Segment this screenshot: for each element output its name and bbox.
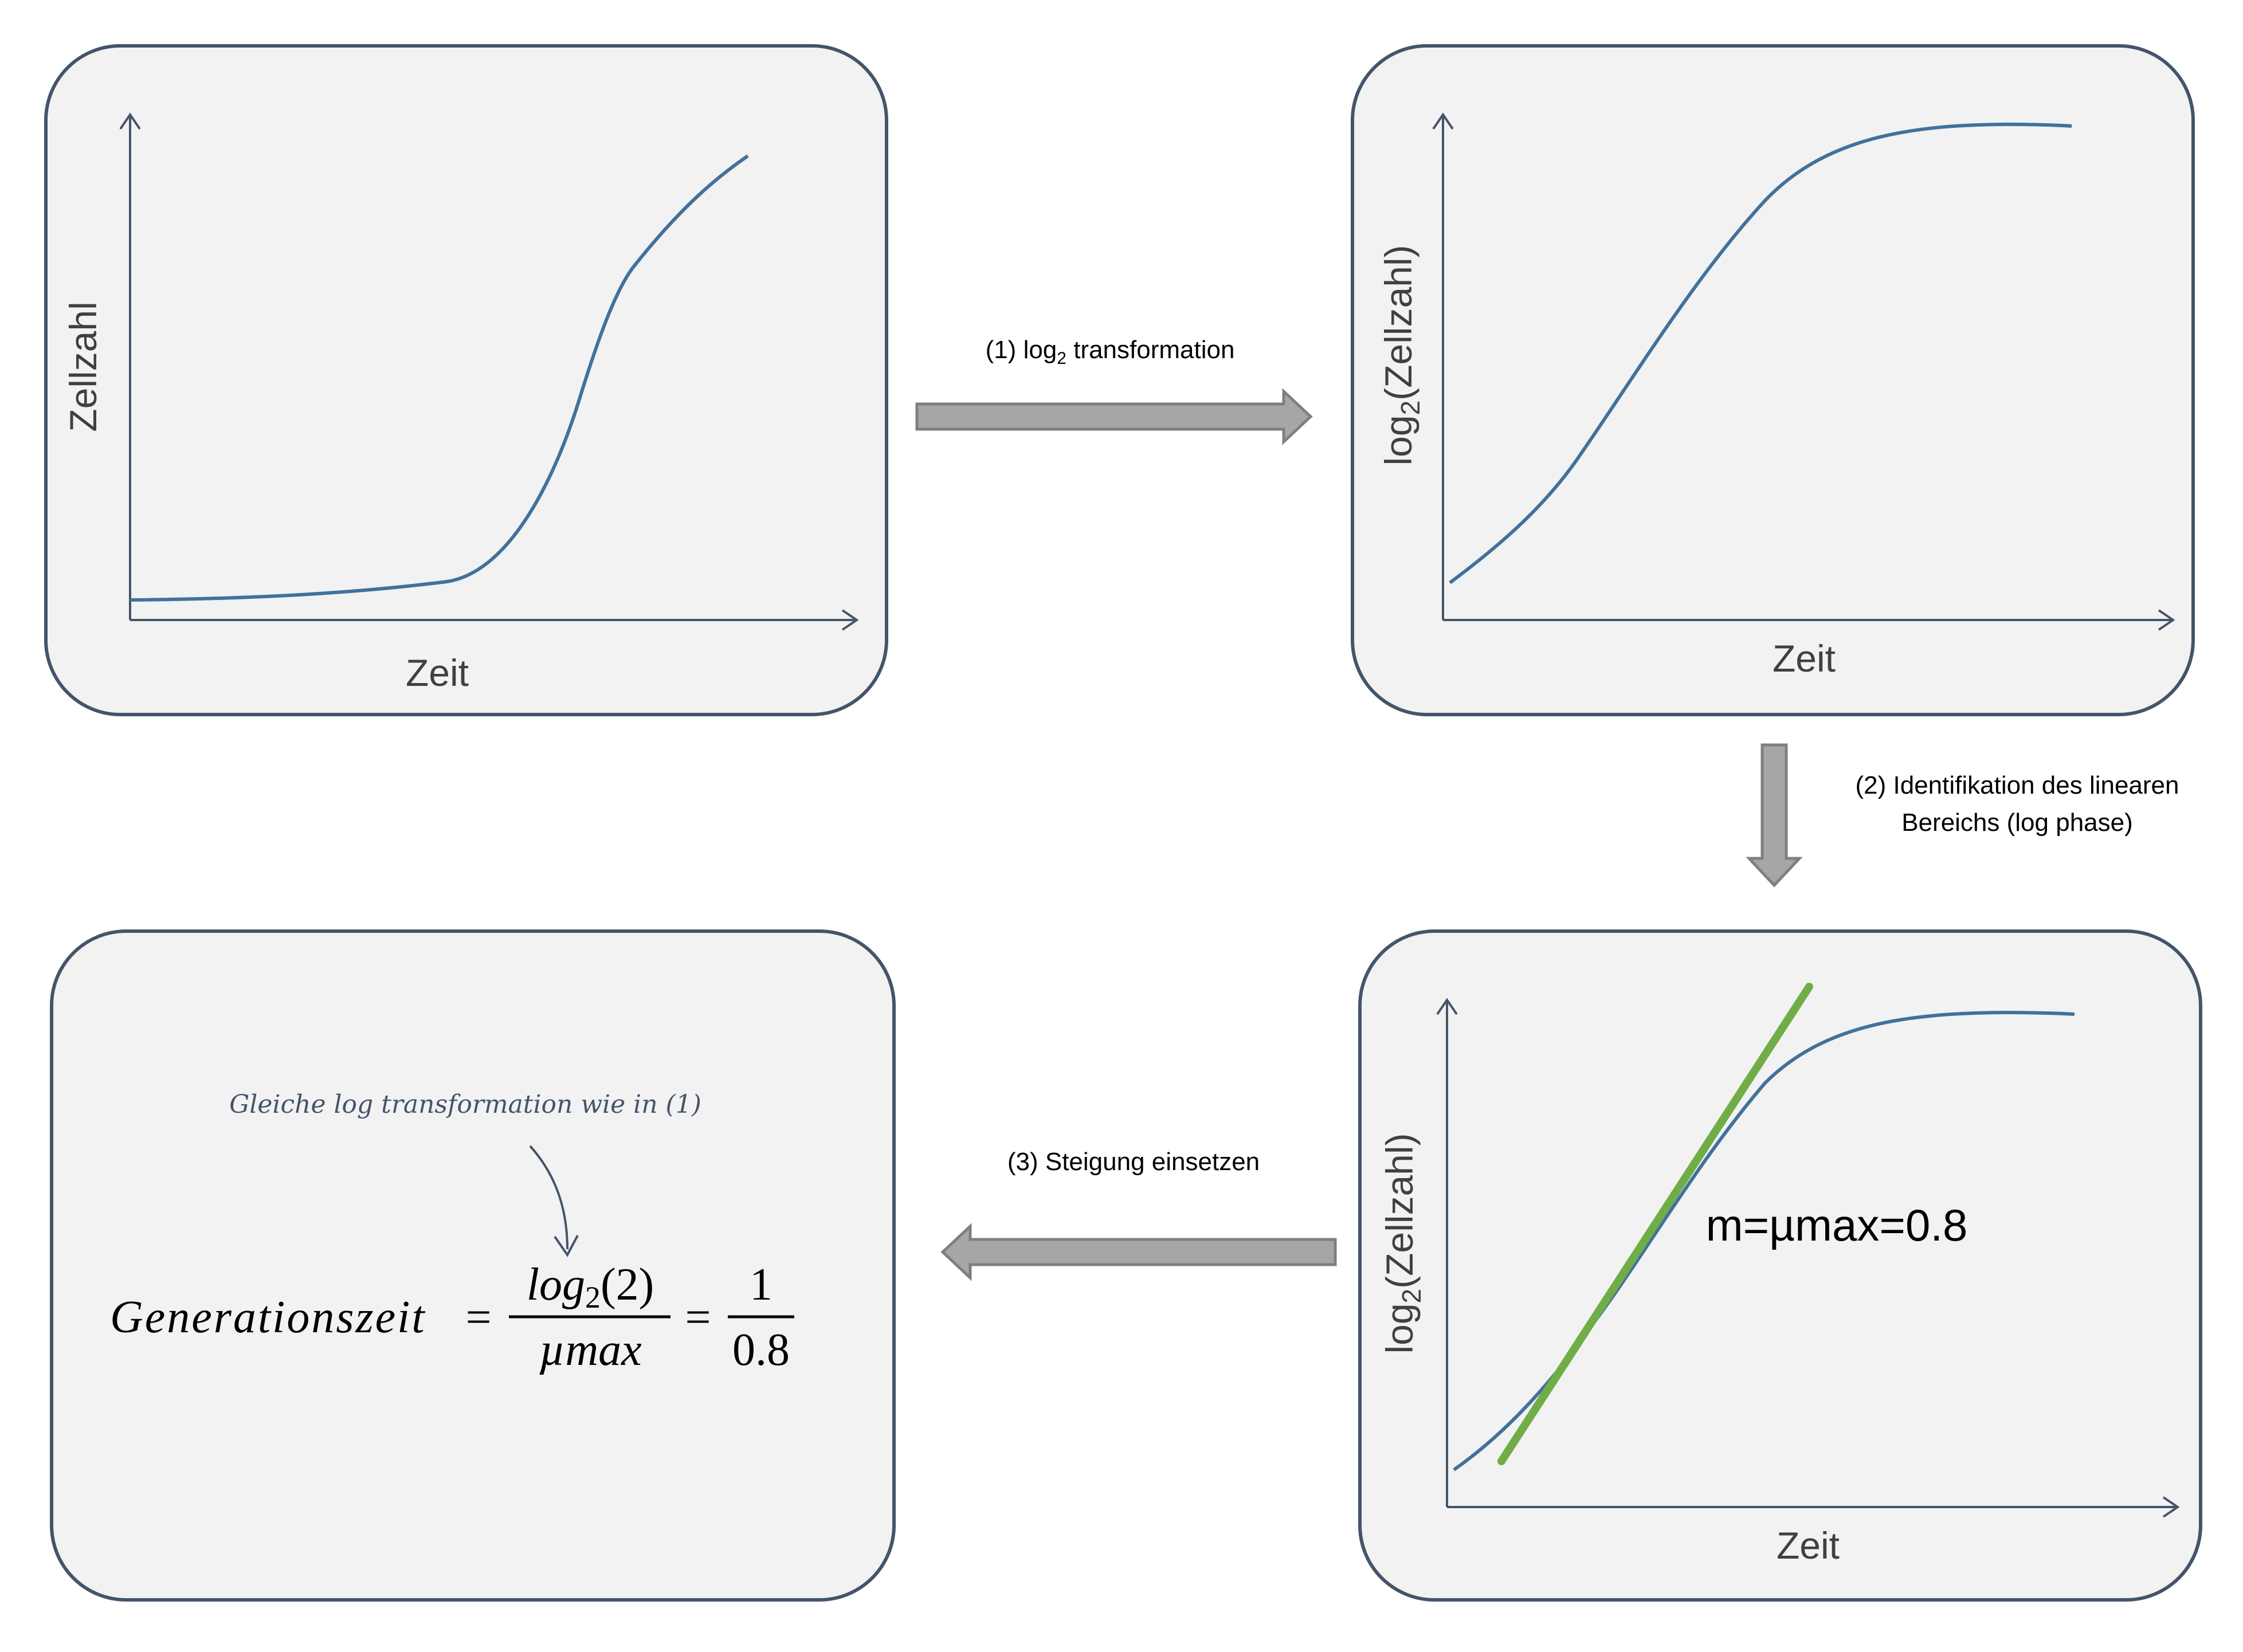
- down-arrow: [1746, 743, 1803, 888]
- x-axis-arrowhead: [841, 609, 859, 631]
- y-axis-arrowhead: [1432, 112, 1454, 130]
- panel-raw-growth: Zellzahl Zeit: [44, 44, 888, 716]
- step2-transition: (2) Identifikation des linearen Bereichs…: [1746, 743, 2179, 888]
- y-axis-label: log2(Zellzahl): [1377, 245, 1425, 465]
- fraction2-denominator: 0.8: [732, 1325, 790, 1375]
- y-axis-label: Zellzahl: [62, 301, 104, 431]
- panel-fit-frame: [1358, 929, 2202, 1602]
- step3-label: (3) Steigung einsetzen: [1007, 1148, 1260, 1176]
- equals-sign-1: =: [465, 1292, 491, 1343]
- step1-label: (1) log2 transformation: [986, 336, 1235, 368]
- formula-lhs: Generationszeit: [110, 1292, 426, 1343]
- slope-label: m=µmax=0.8: [1706, 1200, 1968, 1250]
- x-axis-label: Zeit: [1777, 1524, 1840, 1567]
- right-arrow: [915, 388, 1313, 445]
- x-axis-label: Zeit: [1773, 637, 1836, 680]
- formula-annotation: Gleiche log transformation wie in (1): [229, 1090, 701, 1119]
- annotation-arrowhead: [554, 1235, 579, 1257]
- step2-label-line2: Bereichs (log phase): [1901, 809, 2133, 837]
- x-axis-arrowhead: [2158, 609, 2175, 631]
- left-arrow: [940, 1223, 1337, 1281]
- x-axis-label: Zeit: [406, 652, 469, 694]
- y-axis-arrowhead: [1436, 998, 1458, 1015]
- y-axis-arrowhead: [119, 112, 141, 130]
- step1-transition: (1) log2 transformation: [915, 336, 1313, 445]
- panel-slope-fit: log2(Zellzahl) Zeit m=µmax=0.8: [1358, 929, 2202, 1602]
- panel-formula: Gleiche log transformation wie in (1) Ge…: [50, 929, 896, 1602]
- step3-transition: (3) Steigung einsetzen: [940, 1148, 1337, 1281]
- fraction1-denominator: µmax: [539, 1325, 641, 1375]
- panel-log-growth: log2(Zellzahl) Zeit: [1351, 44, 2195, 716]
- growth-curve: [130, 154, 749, 602]
- panel-log-frame: [1351, 44, 2195, 716]
- linear-fit-line: [1497, 983, 1813, 1465]
- x-axis-arrowhead: [2162, 1496, 2180, 1518]
- step2-label-line1: (2) Identifikation des linearen: [1856, 771, 2179, 799]
- y-axis-label: log2(Zellzahl): [1378, 1133, 1426, 1353]
- panel-raw-frame: [44, 44, 888, 716]
- panel-formula-frame: [50, 929, 896, 1602]
- fraction2-numerator: 1: [750, 1259, 772, 1310]
- fraction1-numerator: log2(2): [527, 1259, 654, 1314]
- equals-sign-2: =: [685, 1292, 711, 1343]
- annotation-arrow: [529, 1145, 568, 1250]
- log-growth-curve: [1449, 122, 2072, 584]
